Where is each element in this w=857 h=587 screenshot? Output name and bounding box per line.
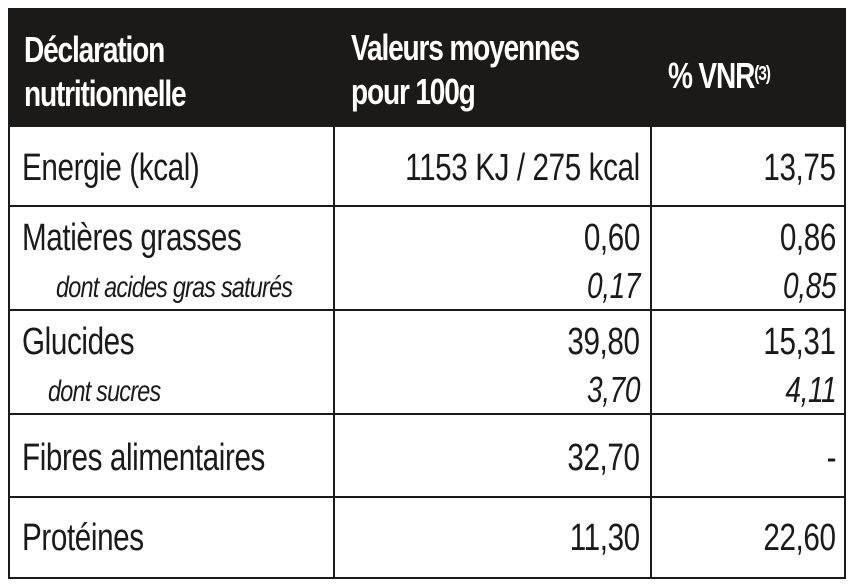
row-vnr-energie: 13,75 xyxy=(763,147,837,189)
row-label-fibres: Fibres alimentaires xyxy=(22,437,265,479)
table-header: Déclaration nutritionnelle Valeurs moyen… xyxy=(10,10,844,127)
header-vnr: % VNR(3) xyxy=(668,54,771,98)
row-label-matieres-grasses: Matières grasses xyxy=(22,217,242,259)
column-divider xyxy=(650,127,652,577)
row-subvalue-acides-gras: 0,17 xyxy=(586,265,640,306)
row-divider xyxy=(10,309,844,311)
row-vnr-proteines: 22,60 xyxy=(763,517,837,559)
row-value-energie: 1153 KJ / 275 kcal xyxy=(405,147,640,189)
row-vnr-fibres: - xyxy=(826,437,837,479)
header-vnr-footnote: (3) xyxy=(754,63,771,85)
row-value-fibres: 32,70 xyxy=(567,437,641,479)
header-declaration-line2: nutritionnelle xyxy=(24,73,187,114)
row-vnr-matieres-grasses: 0,86 xyxy=(779,217,837,259)
row-value-proteines: 11,30 xyxy=(569,517,640,559)
row-subvnr-sucres: 4,11 xyxy=(784,369,836,410)
nutrition-table: Déclaration nutritionnelle Valeurs moyen… xyxy=(8,8,846,579)
header-declaration-line1: Déclaration xyxy=(24,29,165,70)
row-label-proteines: Protéines xyxy=(22,517,144,559)
row-value-matieres-grasses: 0,60 xyxy=(583,217,641,259)
header-declaration: Déclaration nutritionnelle xyxy=(24,28,187,116)
row-value-glucides: 39,80 xyxy=(567,321,641,363)
row-divider xyxy=(10,413,844,415)
header-vnr-label: % VNR xyxy=(668,55,755,96)
row-divider xyxy=(10,205,844,207)
row-sublabel-sucres: dont sucres xyxy=(48,375,161,408)
header-values-line2: pour 100g xyxy=(351,71,476,112)
row-sublabel-acides-gras: dont acides gras saturés xyxy=(56,271,293,304)
row-label-glucides: Glucides xyxy=(22,321,135,363)
row-divider xyxy=(10,496,844,498)
row-vnr-glucides: 15,31 xyxy=(763,321,837,363)
row-label-energie: Energie (kcal) xyxy=(22,147,200,189)
header-values: Valeurs moyennes pour 100g xyxy=(351,26,580,114)
header-values-line1: Valeurs moyennes xyxy=(351,27,580,68)
row-subvalue-sucres: 3,70 xyxy=(586,369,640,410)
row-subvnr-acides-gras: 0,85 xyxy=(782,265,836,306)
column-divider xyxy=(333,127,335,577)
